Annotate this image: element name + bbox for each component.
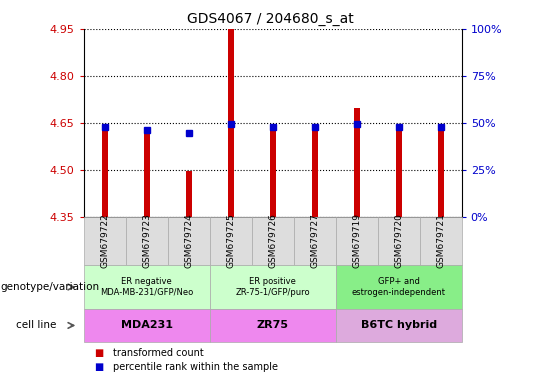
Bar	[420, 217, 462, 265]
Text: ER negative
MDA-MB-231/GFP/Neo: ER negative MDA-MB-231/GFP/Neo	[100, 277, 193, 297]
Bar	[269, 127, 276, 217]
Bar	[395, 127, 402, 217]
Text: GDS4067 / 204680_s_at: GDS4067 / 204680_s_at	[187, 12, 353, 25]
Bar	[210, 265, 336, 309]
Text: GSM679727: GSM679727	[310, 214, 319, 268]
Text: GSM679726: GSM679726	[268, 214, 277, 268]
Text: GFP+ and
estrogen-independent: GFP+ and estrogen-independent	[352, 277, 446, 297]
Text: transformed count: transformed count	[113, 348, 204, 358]
Text: B6TC hybrid: B6TC hybrid	[361, 320, 437, 331]
Bar	[252, 217, 294, 265]
Text: GSM679725: GSM679725	[226, 214, 235, 268]
Bar	[336, 309, 462, 342]
Bar	[354, 108, 360, 217]
Bar	[168, 217, 210, 265]
Bar	[84, 265, 210, 309]
Text: genotype/variation: genotype/variation	[0, 282, 99, 292]
Bar	[312, 127, 318, 217]
Text: percentile rank within the sample: percentile rank within the sample	[113, 362, 279, 372]
Bar	[210, 217, 252, 265]
Bar	[210, 309, 336, 342]
Bar	[84, 309, 210, 342]
Text: ■: ■	[94, 348, 104, 358]
Text: GSM679719: GSM679719	[352, 214, 361, 268]
Text: GSM679722: GSM679722	[100, 214, 109, 268]
Text: ER positive
ZR-75-1/GFP/puro: ER positive ZR-75-1/GFP/puro	[235, 277, 310, 297]
Text: GSM679724: GSM679724	[184, 214, 193, 268]
Bar	[126, 217, 168, 265]
Bar	[294, 217, 336, 265]
Text: MDA231: MDA231	[121, 320, 173, 331]
Text: ZR75: ZR75	[256, 320, 289, 331]
Text: GSM679723: GSM679723	[142, 214, 151, 268]
Bar	[84, 217, 126, 265]
Text: ■: ■	[94, 362, 104, 372]
Bar	[336, 217, 377, 265]
Bar	[377, 217, 420, 265]
Text: cell line: cell line	[16, 320, 57, 331]
Bar	[102, 124, 108, 217]
Text: GSM679721: GSM679721	[436, 214, 445, 268]
Bar	[227, 30, 234, 217]
Bar	[144, 131, 150, 217]
Bar	[336, 265, 462, 309]
Text: GSM679720: GSM679720	[394, 214, 403, 268]
Bar	[437, 124, 444, 217]
Bar	[186, 171, 192, 217]
